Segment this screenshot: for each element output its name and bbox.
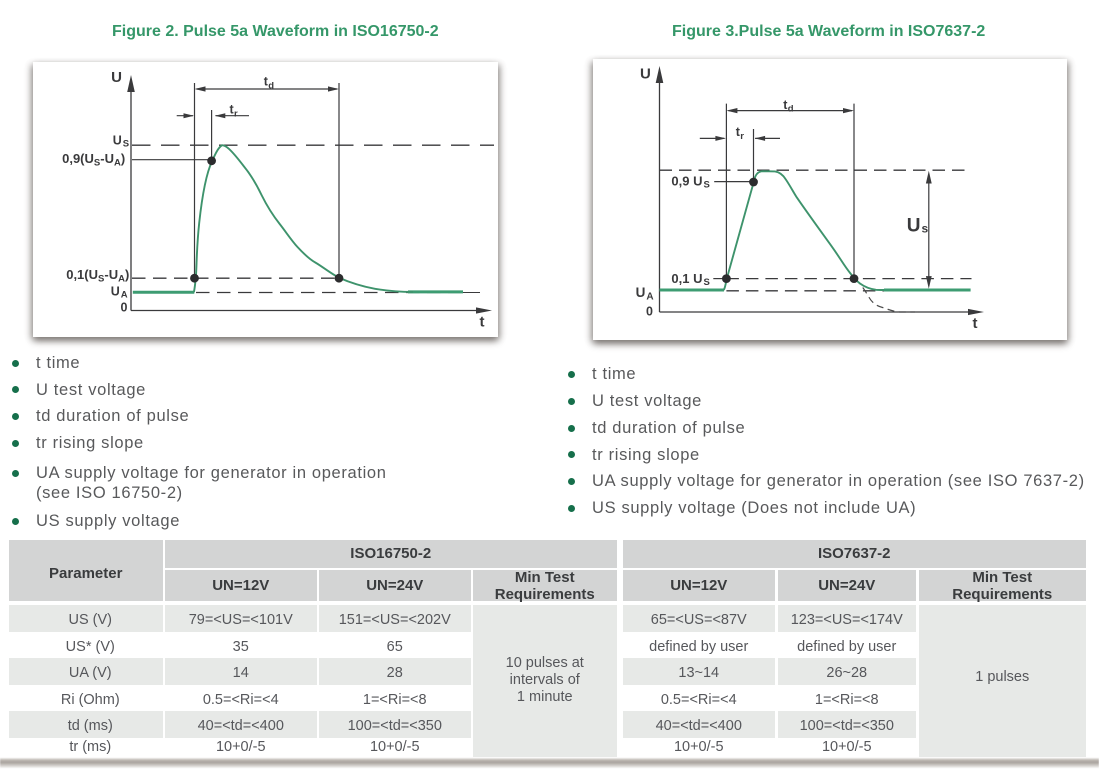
svg-text:0,1 U: 0,1 U: [671, 271, 702, 286]
svg-text:t: t: [264, 75, 269, 89]
svg-text:t: t: [736, 125, 741, 139]
svg-text:S: S: [704, 277, 710, 288]
svg-text:S: S: [704, 180, 710, 191]
svg-text:U: U: [111, 285, 120, 299]
svg-text:t: t: [230, 103, 235, 117]
svg-text:U: U: [113, 134, 122, 148]
svg-text:0,9 U: 0,9 U: [671, 174, 702, 189]
svg-text:0,9(US-UA): 0,9(US-UA): [62, 151, 125, 169]
svg-text:U: U: [111, 69, 122, 86]
svg-text:0: 0: [121, 301, 128, 315]
svg-text:d: d: [788, 104, 794, 115]
svg-text:U: U: [907, 216, 921, 237]
svg-text:A: A: [121, 290, 128, 301]
svg-text:t: t: [973, 315, 978, 332]
svg-text:U: U: [636, 285, 646, 300]
svg-text:U: U: [640, 65, 651, 82]
svg-text:A: A: [646, 292, 653, 303]
svg-text:s: s: [922, 222, 929, 236]
svg-text:t: t: [783, 98, 788, 112]
svg-text:S: S: [123, 139, 129, 150]
svg-text:0: 0: [646, 305, 653, 319]
svg-text:r: r: [234, 109, 238, 120]
svg-text:d: d: [268, 81, 274, 92]
svg-text:0,1(US-UA): 0,1(US-UA): [66, 267, 129, 285]
svg-text:r: r: [740, 131, 744, 142]
svg-text:t: t: [480, 314, 485, 331]
